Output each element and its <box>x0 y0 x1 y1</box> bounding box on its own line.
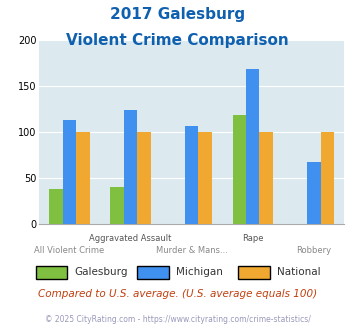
Bar <box>137 132 151 224</box>
Text: Violent Crime Comparison: Violent Crime Comparison <box>66 33 289 48</box>
Bar <box>49 189 63 224</box>
Text: Compared to U.S. average. (U.S. average equals 100): Compared to U.S. average. (U.S. average … <box>38 289 317 299</box>
Bar <box>246 69 260 224</box>
Text: All Violent Crime: All Violent Crime <box>34 246 105 255</box>
Text: © 2025 CityRating.com - https://www.cityrating.com/crime-statistics/: © 2025 CityRating.com - https://www.city… <box>45 314 310 324</box>
Bar <box>198 132 212 224</box>
Bar <box>63 120 76 224</box>
Bar <box>124 110 137 224</box>
Bar <box>233 115 246 224</box>
Text: Michigan: Michigan <box>176 267 223 277</box>
Bar <box>76 132 90 224</box>
Bar <box>321 132 334 224</box>
Bar <box>260 132 273 224</box>
Text: Rape: Rape <box>242 234 263 243</box>
Text: Galesburg: Galesburg <box>75 267 128 277</box>
Text: Murder & Mans...: Murder & Mans... <box>156 246 228 255</box>
Text: Robbery: Robbery <box>296 246 331 255</box>
Bar <box>110 187 124 224</box>
Text: Aggravated Assault: Aggravated Assault <box>89 234 172 243</box>
Text: 2017 Galesburg: 2017 Galesburg <box>110 7 245 21</box>
Text: National: National <box>277 267 321 277</box>
Bar <box>307 162 321 224</box>
Bar <box>185 125 198 224</box>
